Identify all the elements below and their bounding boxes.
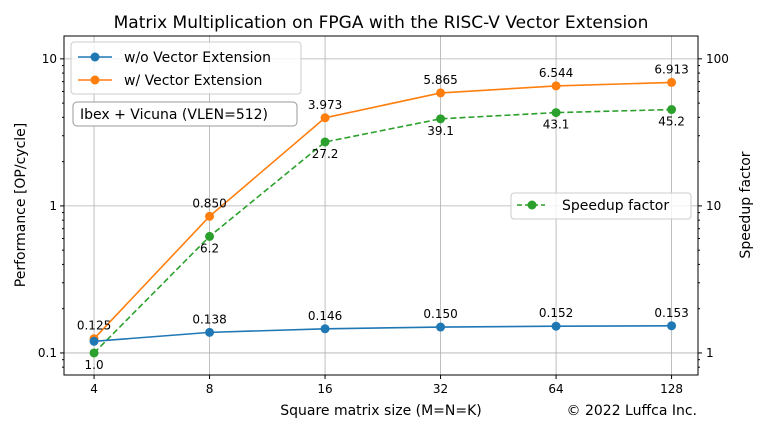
series-line-0 <box>93 324 672 343</box>
data-point <box>205 211 215 221</box>
data-point <box>89 348 99 358</box>
data-point <box>205 327 215 337</box>
legend-marker-wo <box>90 52 100 62</box>
data-label: 6.2 <box>200 241 219 255</box>
data-point <box>205 231 215 241</box>
legend-marker-speedup <box>527 200 537 210</box>
data-label: 0.146 <box>308 309 342 323</box>
data-label: 27.2 <box>312 147 339 161</box>
legend-label-wo: w/o Vector Extension <box>124 50 271 66</box>
data-label: 39.1 <box>427 124 454 138</box>
legend-marker-w <box>90 75 100 85</box>
data-label: 45.2 <box>658 115 685 129</box>
y2-axis-label: Speedup factor <box>738 151 754 258</box>
data-label: 6.544 <box>539 66 573 80</box>
legend-label-w: w/ Vector Extension <box>124 73 262 89</box>
annotation-text: Ibex + Vicuna (VLEN=512) <box>80 107 268 123</box>
data-label: 5.865 <box>423 73 457 87</box>
data-label: 0.850 <box>192 196 226 210</box>
data-point <box>667 321 677 331</box>
data-label: 0.125 <box>77 319 111 333</box>
data-point <box>667 105 677 115</box>
data-label: 0.152 <box>539 306 573 320</box>
data-label: 0.150 <box>423 307 457 321</box>
x-tick-label: 8 <box>206 382 214 396</box>
data-label: 0.153 <box>654 306 688 320</box>
data-point <box>436 114 446 124</box>
data-point <box>667 77 677 87</box>
series-line-1 <box>93 81 672 340</box>
y-tick-label: 10 <box>42 52 57 66</box>
data-point <box>320 324 330 334</box>
series-line-2 <box>93 108 672 354</box>
x-axis-label: Square matrix size (M=N=K) <box>280 403 482 419</box>
legend-left: w/o Vector Extension w/ Vector Extension <box>70 41 302 95</box>
data-point <box>89 336 99 346</box>
data-point <box>436 322 446 332</box>
annotation-box: Ibex + Vicuna (VLEN=512) <box>72 101 298 127</box>
y-tick-label: 0.1 <box>38 346 57 360</box>
data-label: 0.138 <box>192 312 226 326</box>
data-point <box>551 321 561 331</box>
series-layer: 1.0 6.2 27.2 39.1 43.1 45.2 0.125 0.850 3.973 5.8… <box>77 62 689 372</box>
data-point <box>320 137 330 147</box>
data-label: 6.913 <box>654 62 688 76</box>
x-tick-label: 32 <box>433 382 448 396</box>
copyright: © 2022 Luffca Inc. <box>567 403 697 419</box>
x-tick-label: 128 <box>660 382 683 396</box>
x-tick-label: 64 <box>548 382 563 396</box>
y2-tick-label: 100 <box>706 52 729 66</box>
data-point <box>436 88 446 98</box>
x-tick-label: 16 <box>317 382 332 396</box>
y-tick-label: 1 <box>49 199 57 213</box>
data-label: 1.0 <box>85 358 104 372</box>
axes: 4 8 16 32 64 128 0.1 1 10 1 10 100 <box>38 52 729 396</box>
y-axis-label: Performance [OP/cycle] <box>13 123 29 287</box>
legend-label-speedup: Speedup factor <box>562 198 669 214</box>
chart-title: Matrix Multiplication on FPGA with the R… <box>114 13 649 33</box>
data-point <box>551 81 561 91</box>
data-label: 43.1 <box>543 118 570 132</box>
data-label: 3.973 <box>308 98 342 112</box>
data-point <box>320 113 330 123</box>
legend-right: Speedup factor <box>510 192 692 220</box>
data-point <box>551 108 561 118</box>
x-tick-label: 4 <box>90 382 98 396</box>
y2-tick-label: 1 <box>706 346 714 360</box>
y2-tick-label: 10 <box>706 199 721 213</box>
